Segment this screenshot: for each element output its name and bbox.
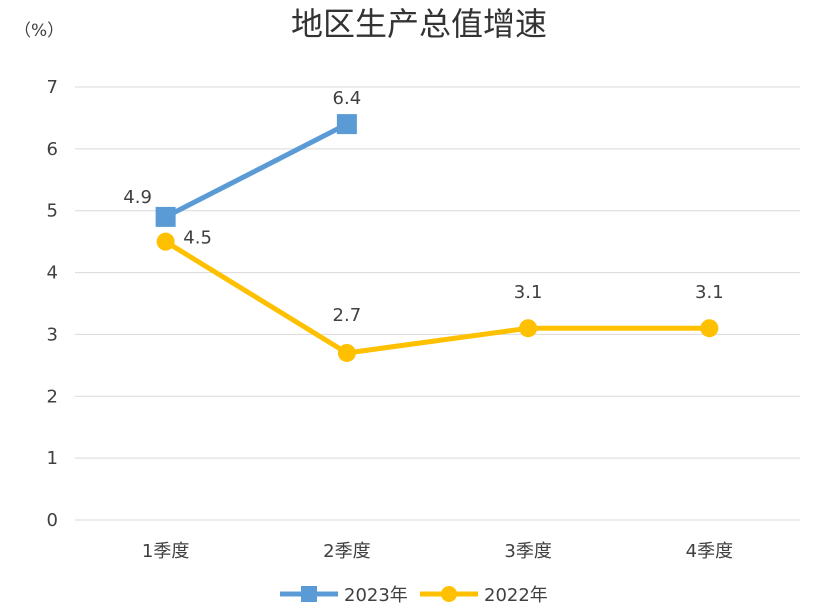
chart-title: 地区生产总值增速: [291, 5, 547, 43]
x-tick-label: 4季度: [686, 541, 733, 562]
legend-label: 2022年: [484, 585, 548, 606]
data-point: [155, 206, 176, 227]
legend-label: 2023年: [344, 585, 408, 606]
data-label: 6.4: [333, 88, 362, 109]
y-tick-label: 0: [47, 510, 58, 531]
y-tick-label: 4: [47, 263, 58, 284]
data-label: 4.9: [123, 187, 152, 208]
gridlines: [75, 86, 800, 521]
data-point: [336, 114, 357, 135]
series-line: [164, 121, 349, 220]
data-point: [156, 232, 175, 251]
y-tick-label: 2: [47, 386, 58, 407]
x-axis-ticks: 1季度 2季度 3季度 4季度: [142, 541, 733, 562]
y-tick-label: 3: [47, 324, 58, 345]
x-tick-label: 2季度: [323, 541, 370, 562]
data-labels: 4.5 2.7 3.1 3.1 4.9 6.4: [123, 88, 723, 326]
legend-marker: [301, 586, 317, 602]
y-tick-label: 5: [47, 201, 58, 222]
y-tick-label: 6: [47, 139, 58, 160]
data-label: 3.1: [514, 282, 543, 303]
legend: 2023年 2022年: [280, 585, 548, 606]
data-label: 4.5: [183, 228, 212, 249]
y-tick-label: 7: [47, 77, 58, 98]
data-point: [700, 319, 719, 338]
y-axis-unit: （%）: [14, 21, 64, 41]
series-line: [164, 239, 710, 356]
data-point: [337, 343, 356, 362]
legend-marker: [441, 586, 457, 602]
data-label: 2.7: [333, 305, 362, 326]
data-point: [519, 319, 538, 338]
data-label: 3.1: [695, 282, 724, 303]
y-tick-label: 1: [47, 448, 58, 469]
x-tick-label: 1季度: [142, 541, 189, 562]
y-axis-ticks: 0 1 2 3 4 5 6 7: [47, 77, 58, 531]
series-layer: [155, 114, 719, 362]
x-tick-label: 3季度: [504, 541, 551, 562]
